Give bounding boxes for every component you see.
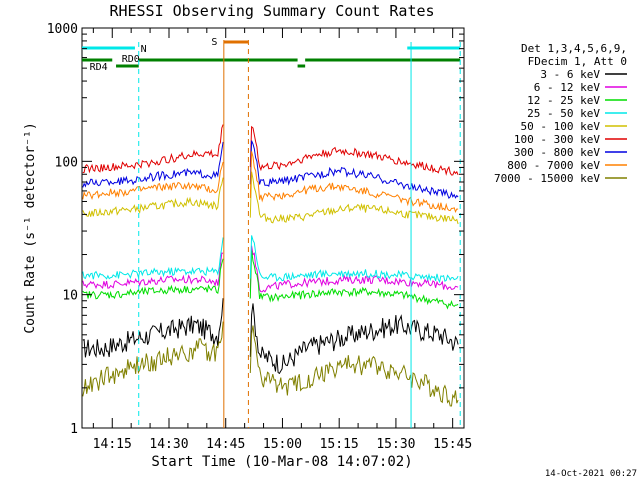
flag-label-RD0: RD0 [122, 54, 140, 65]
timestamp: 14-Oct-2021 00:27 [545, 469, 637, 479]
chart-title: RHESSI Observing Summary Count Rates [109, 2, 434, 20]
legend-item-label: 800 - 7000 keV [507, 159, 600, 172]
legend-header: FDecim 1, Att 0 [528, 55, 627, 68]
y-tick-label: 100 [55, 155, 78, 170]
series-line-1 [82, 245, 459, 293]
legend-item-label: 6 - 12 keV [534, 81, 601, 94]
y-axis-label: Count Rate (s⁻¹ detector⁻¹) [23, 122, 38, 333]
series-line-8 [82, 321, 459, 407]
flag-label-S: S [211, 37, 217, 48]
flag-label-N: N [141, 44, 147, 55]
x-axis-label: Start Time (10-Mar-08 14:07:02) [151, 454, 412, 470]
plot-frame [81, 27, 465, 429]
legend-item-label: 100 - 300 keV [514, 133, 600, 146]
legend-item-label: 300 - 800 keV [514, 146, 600, 159]
legend-item-label: 25 - 50 keV [527, 107, 600, 120]
x-tick-label: 15:30 [376, 437, 415, 452]
series-line-6 [82, 140, 459, 199]
series-line-7 [82, 151, 459, 214]
series-line-4 [82, 171, 459, 225]
series-line-2 [82, 250, 459, 310]
x-tick-label: 15:45 [433, 437, 472, 452]
y-tick-label: 1000 [47, 22, 78, 37]
flag-label-RD4: RD4 [90, 62, 108, 73]
x-tick-label: 15:15 [320, 437, 359, 452]
legend-item-label: 12 - 25 keV [527, 94, 600, 107]
x-tick-label: 14:45 [206, 437, 245, 452]
series-line-0 [82, 298, 459, 375]
x-tick-label: 14:30 [149, 437, 188, 452]
series-line-3 [82, 235, 459, 284]
x-tick-label: 14:15 [93, 437, 132, 452]
x-tick-label: 15:00 [263, 437, 302, 452]
legend-item-label: 3 - 6 keV [540, 68, 600, 81]
legend-item-label: 50 - 100 keV [521, 120, 601, 133]
legend: Det 1,3,4,5,6,9,FDecim 1, Att 03 - 6 keV… [494, 42, 627, 185]
legend-item-label: 7000 - 15000 keV [494, 172, 600, 185]
series-line-5 [82, 124, 459, 176]
y-tick-label: 1 [70, 422, 78, 437]
y-tick-label: 10 [62, 289, 78, 304]
legend-header: Det 1,3,4,5,6,9, [521, 42, 627, 55]
